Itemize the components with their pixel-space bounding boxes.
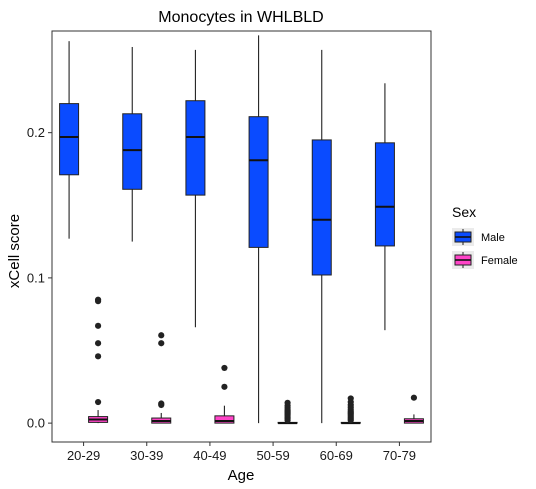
x-tick-label: 70-79 [383,448,416,463]
legend-key-female [452,251,474,269]
x-tick-label: 60-69 [320,448,353,463]
box-male-20-29 [59,41,80,239]
box-female-50-59 [277,399,298,425]
box-female-40-49 [214,364,235,424]
outlier-point [284,399,291,406]
box-male-40-49 [185,49,206,328]
outlier-point [158,332,165,339]
box-male-30-39 [122,46,143,242]
box-female-60-69 [340,395,361,425]
legend-key-male [452,228,474,246]
outlier-point [410,394,418,401]
x-tick-label: 20-29 [67,448,100,463]
legend: Sex Male Female [452,204,518,269]
outlier-point [94,322,102,329]
box-female-70-79 [403,394,424,424]
box-iqr [248,116,269,248]
plot-marks [59,35,424,425]
outlier-point [221,383,228,390]
outlier-point [221,364,228,372]
box-iqr [185,100,206,196]
box-female-20-29 [88,296,109,424]
outlier-point [94,296,102,303]
box-iqr [214,415,235,424]
box-iqr [122,113,143,190]
legend-label-female: Female [481,255,518,267]
outlier-point [158,400,165,407]
outlier-point [94,353,102,360]
box-iqr [311,139,332,276]
box-iqr [374,142,395,247]
y-tick-label: 0.0 [27,416,45,431]
y-axis-title: xCell score [6,214,23,288]
box-iqr [59,103,80,176]
outlier-point [158,340,165,347]
x-tick-label: 30-39 [130,448,163,463]
outlier-point [94,398,102,406]
x-axis-title: Age [228,467,255,484]
x-tick-label: 40-49 [193,448,226,463]
plot-panel [51,30,432,443]
outlier-point [347,395,354,402]
box-male-60-69 [311,49,332,424]
legend-title: Sex [452,204,476,220]
y-tick-label: 0.1 [27,270,45,285]
chart-title: Monocytes in WHLBLD [158,9,323,26]
box-male-70-79 [374,83,395,331]
outlier-point [94,340,102,347]
box-female-30-39 [151,332,172,424]
box-male-50-59 [248,35,269,424]
x-tick-label: 50-59 [256,448,289,463]
y-tick-label: 0.2 [27,125,45,140]
legend-label-male: Male [481,232,505,244]
